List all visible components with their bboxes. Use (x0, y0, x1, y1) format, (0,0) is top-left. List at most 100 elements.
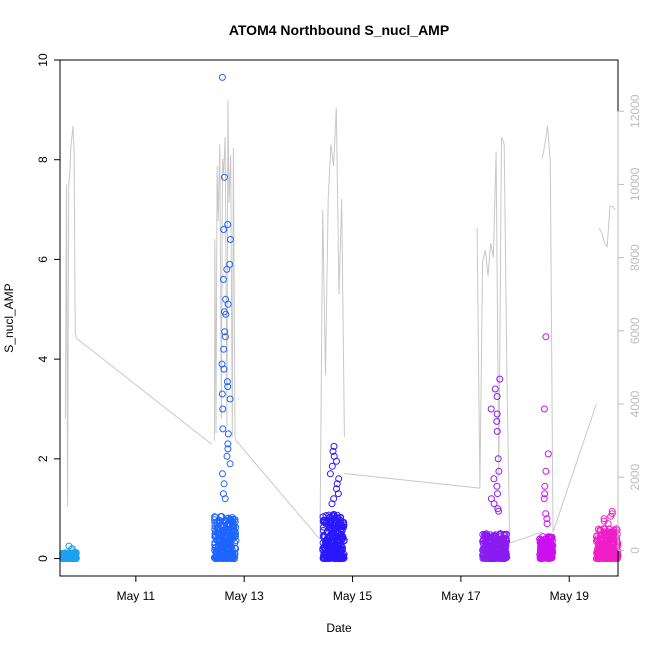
data-point (217, 547, 225, 555)
data-point (612, 533, 620, 541)
data-point (613, 534, 621, 542)
data-point-spike (226, 395, 234, 403)
data-point (541, 537, 549, 545)
data-point (225, 540, 233, 548)
data-point-spike (493, 410, 501, 418)
data-point-spike (218, 73, 226, 81)
data-point (479, 544, 487, 552)
data-point-spike (490, 475, 498, 483)
data-point (71, 552, 78, 560)
secondary-line-connector-0 (75, 337, 212, 445)
data-point-spike (221, 333, 229, 341)
data-point-spike (224, 221, 232, 228)
data-point (330, 553, 338, 561)
data-point-spike (330, 495, 338, 503)
data-point-spike (220, 173, 228, 181)
data-points (59, 73, 622, 563)
y2-tick-label-6: 12000 (628, 94, 642, 128)
y-tick-label-5: 10 (36, 53, 50, 67)
data-point (229, 518, 237, 526)
secondary-series-line (64, 100, 616, 544)
data-point-spike (607, 512, 615, 520)
cluster-3 (479, 375, 511, 563)
data-point-spike (542, 510, 550, 518)
data-point-spike (329, 447, 337, 455)
secondary-line-segment-5 (598, 205, 616, 248)
data-point-spike (224, 445, 232, 453)
data-point (228, 554, 236, 562)
data-point-spike (494, 455, 502, 463)
y2-tick-label-2: 4000 (628, 390, 642, 417)
data-point-spike (493, 427, 501, 435)
data-point-spike (542, 467, 550, 475)
data-point-spike (490, 500, 498, 508)
data-point-spike (218, 390, 226, 398)
secondary-line-connector-3 (509, 531, 543, 544)
data-point (328, 547, 336, 555)
data-point (339, 522, 347, 530)
data-point (592, 533, 600, 541)
data-point-spike (493, 482, 501, 490)
data-point-spike (493, 417, 501, 425)
data-point (224, 553, 232, 561)
data-point-spike (487, 405, 495, 413)
secondary-line-connector-1 (235, 440, 321, 540)
data-point-spike (226, 236, 234, 243)
data-point-spike (491, 385, 499, 393)
data-point (211, 516, 219, 524)
data-point-spike (328, 462, 336, 470)
data-point (212, 554, 220, 562)
data-point (503, 530, 510, 538)
data-point-spike (220, 226, 228, 233)
cluster-5 (592, 507, 622, 563)
data-point-spike (223, 378, 231, 386)
data-point-spike (220, 365, 228, 373)
data-point-spike (223, 452, 231, 460)
data-point (327, 525, 335, 533)
data-point-spike (224, 440, 232, 448)
cluster-1 (210, 73, 240, 563)
y-tick-label-2: 4 (36, 355, 50, 362)
y-tick-label-3: 6 (36, 256, 50, 263)
secondary-line-segment-4 (541, 125, 554, 533)
data-point (480, 554, 488, 562)
data-point (323, 538, 331, 546)
data-point (225, 544, 233, 552)
data-point (549, 549, 557, 557)
data-point (483, 538, 491, 546)
y2-tick-label-5: 10000 (628, 167, 642, 201)
data-point-spike (540, 495, 548, 503)
data-point-spike (67, 546, 75, 554)
data-point (595, 539, 603, 547)
y-tick-label-4: 8 (36, 156, 50, 163)
data-point (337, 513, 345, 521)
y-axis-label: S_nucl_AMP (2, 283, 16, 352)
data-point (485, 536, 493, 544)
data-point (490, 547, 498, 555)
data-point (336, 531, 344, 539)
data-point-spike (543, 520, 551, 528)
data-point (328, 537, 336, 545)
data-point (218, 513, 226, 520)
data-point (496, 536, 503, 544)
data-point (227, 533, 235, 541)
secondary-line-segment-0 (64, 125, 77, 507)
data-point (320, 543, 328, 551)
data-point (483, 533, 491, 541)
y-tick-label-0: 0 (36, 555, 50, 562)
data-point (607, 554, 615, 561)
data-point (332, 537, 340, 545)
data-point (211, 547, 219, 554)
data-point-spike (544, 450, 552, 458)
data-point-spike (226, 460, 234, 468)
data-point (320, 554, 328, 562)
data-point-spike (542, 333, 550, 341)
data-point (232, 545, 240, 553)
data-point-spike (541, 490, 549, 498)
data-point (499, 541, 507, 549)
data-point-spike (328, 500, 336, 508)
secondary-line-connector-4 (552, 403, 597, 533)
data-point (482, 536, 490, 544)
plot-frame (59, 59, 619, 577)
